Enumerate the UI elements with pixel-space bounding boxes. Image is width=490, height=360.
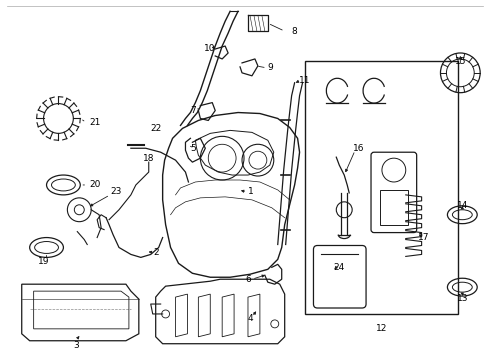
Text: 3: 3 [74,341,79,350]
Text: 22: 22 [150,124,161,133]
Text: 20: 20 [89,180,100,189]
Text: 12: 12 [376,324,387,333]
Bar [305,61,458,314]
Text: 1: 1 [248,188,254,197]
Text: 19: 19 [38,257,49,266]
Text: 5: 5 [191,144,196,153]
Text: 2: 2 [153,248,158,257]
Text: 11: 11 [299,76,310,85]
Text: 7: 7 [191,106,196,115]
Text: 6: 6 [245,275,251,284]
Text: 8: 8 [292,27,297,36]
Text: 15: 15 [455,57,466,66]
Text: 10: 10 [204,44,215,53]
Text: 24: 24 [334,263,345,272]
Text: 13: 13 [457,294,468,303]
Text: 18: 18 [143,154,154,163]
Text: 16: 16 [353,144,365,153]
Text: 9: 9 [267,63,272,72]
Text: 14: 14 [457,201,468,210]
Text: 17: 17 [418,233,429,242]
Text: 21: 21 [89,118,100,127]
Text: 4: 4 [247,314,253,323]
Text: 23: 23 [110,188,122,197]
Bar [380,190,408,225]
